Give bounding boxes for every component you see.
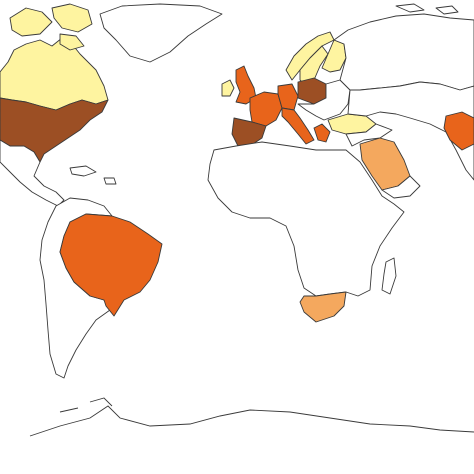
africa-other <box>207 141 405 297</box>
middle-east-other <box>345 123 393 147</box>
yemen-oman <box>381 175 421 199</box>
caribbean-islands <box>69 165 117 185</box>
madagascar <box>381 257 397 295</box>
asia-other <box>347 81 474 181</box>
south-africa <box>299 291 347 323</box>
antarctica <box>29 405 474 437</box>
spain <box>231 117 267 147</box>
ireland <box>221 79 235 97</box>
arctic-islands-east <box>395 3 459 15</box>
greece <box>313 123 331 143</box>
canada-arctic-islands <box>9 3 93 51</box>
italy <box>281 107 315 145</box>
iran <box>443 111 474 151</box>
mexico <box>0 139 65 207</box>
greenland <box>99 3 223 63</box>
antarctica-coast <box>59 397 113 413</box>
france <box>249 91 283 127</box>
brazil <box>59 213 163 317</box>
